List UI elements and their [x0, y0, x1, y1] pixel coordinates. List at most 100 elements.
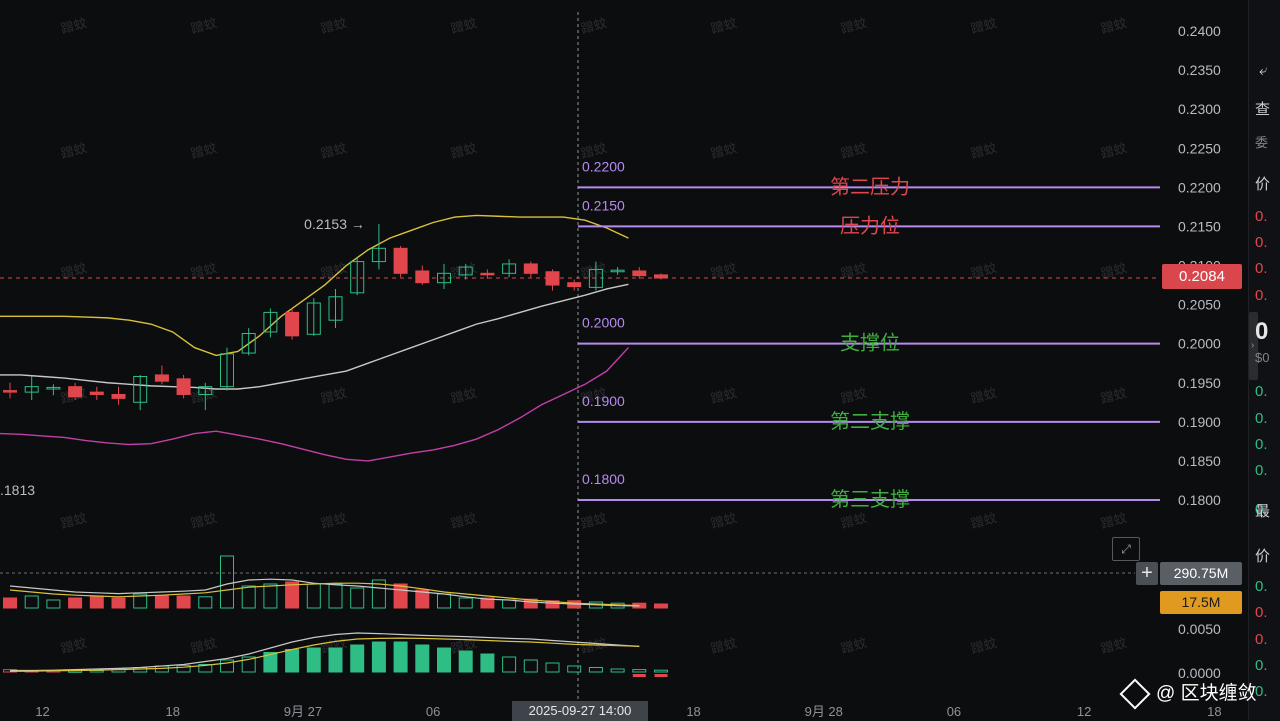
volume-bar-up	[24, 595, 39, 609]
volume-bar-up	[458, 597, 473, 609]
candle-up	[46, 386, 61, 390]
bollinger-lower-line	[0, 347, 629, 462]
panel-collapse-handle[interactable]: ›	[1249, 312, 1258, 380]
add-indicator-button[interactable]: +	[1136, 562, 1158, 585]
watermark-text: 蹭蚊	[1100, 16, 1129, 37]
macd-histogram-bar	[654, 674, 668, 677]
time-axis-label: 06	[947, 704, 961, 719]
watermark-text: 蹭蚊	[970, 511, 999, 532]
candle-up	[133, 375, 148, 403]
panel-value: 0.	[1255, 208, 1268, 225]
candle-up	[610, 269, 625, 273]
crosshair-time-label: 2025-09-27 14:00	[512, 701, 648, 721]
volume-bar-down	[545, 600, 560, 609]
time-axis-label: 18	[686, 704, 700, 719]
candle-down	[480, 272, 495, 276]
macd-histogram-bar	[285, 649, 300, 673]
level-annotation: 压力位	[840, 214, 900, 237]
panel-label: 价	[1255, 176, 1271, 193]
right-panel: › ⤶ 查 委 价 0. 0. 0. 0. 0 $0 0. 0. 0. 0. 0…	[1248, 0, 1280, 720]
macd-histogram-bar	[241, 656, 256, 673]
volume-bar-up	[133, 593, 148, 609]
candle-up	[458, 266, 473, 276]
price-axis-label: 0.2200	[1178, 179, 1221, 195]
watermark-text: 蹭蚊	[450, 511, 479, 532]
volume-bar-up	[241, 585, 256, 609]
watermark-text: 蹭蚊	[710, 141, 739, 162]
level-annotation: 第二压力	[830, 175, 910, 198]
price-axis-label: 0.2000	[1178, 336, 1221, 352]
watermark-text: 蹭蚊	[450, 261, 479, 282]
watermark-text: 蹭蚊	[1100, 386, 1129, 407]
current-price-tag: 0.2084	[1162, 264, 1242, 289]
price-axis-label: 0.2300	[1178, 101, 1221, 117]
panel-big-price: 0	[1255, 318, 1269, 345]
macd-histogram-bar	[610, 668, 625, 673]
price-axis-label: 0.1800	[1178, 492, 1221, 508]
volume-bar-up	[198, 596, 213, 609]
macd-histogram-bar	[415, 644, 430, 673]
watermark-text: 蹭蚊	[190, 141, 219, 162]
watermark-text: 蹭蚊	[840, 511, 869, 532]
watermark-text: 蹭蚊	[450, 16, 479, 37]
watermark-text: 蹭蚊	[190, 636, 219, 657]
macd-histogram-bar	[393, 641, 408, 673]
watermark-text: 蹭蚊	[60, 636, 89, 657]
macd-histogram-bar	[632, 674, 646, 677]
watermark-text: 蹭蚊	[60, 141, 89, 162]
watermark-text: 蹭蚊	[970, 141, 999, 162]
panel-label: 委	[1255, 135, 1269, 150]
volume-bar-down	[111, 597, 126, 609]
macd-histogram-bar	[176, 664, 191, 673]
watermark-text: 蹭蚊	[320, 386, 349, 407]
panel-value: 0.	[1255, 436, 1268, 453]
candle-down	[654, 274, 668, 279]
time-axis-label: 12	[1077, 704, 1091, 719]
macd-histogram-bar	[567, 665, 582, 673]
watermark-text: 蹭蚊	[60, 261, 89, 282]
panel-value: 0.	[1255, 683, 1268, 700]
watermark-text: 蹭蚊	[60, 16, 89, 37]
binance-logo-icon	[1119, 678, 1151, 710]
volume-bar-down	[393, 583, 408, 609]
candle-down	[567, 282, 582, 288]
watermark-text: 蹭蚊	[320, 16, 349, 37]
panel-usd-value: $0	[1255, 350, 1270, 365]
candle-down	[523, 263, 538, 274]
candle-up	[241, 333, 256, 354]
watermark-text: 蹭蚊	[840, 261, 869, 282]
level-value-label: 0.2200	[582, 158, 625, 174]
watermark-text: 蹭蚊	[60, 511, 89, 532]
candle-up	[198, 386, 213, 395]
volume-bar-up	[350, 587, 365, 609]
macd-histogram-bar	[654, 669, 668, 673]
bollinger-middle-line	[0, 283, 629, 390]
watermark-text: 蹭蚊	[1100, 511, 1129, 532]
indicator-axis-label: 0.0000	[1178, 665, 1221, 681]
candle-down	[285, 311, 300, 337]
panel-value: 0.	[1255, 578, 1268, 595]
fullscreen-icon[interactable]: ⤢	[1112, 537, 1140, 561]
panel-label: 价	[1255, 548, 1271, 565]
macd-histogram-bar	[220, 659, 234, 673]
volume-bar-up	[328, 583, 343, 609]
macd-histogram-bar	[263, 652, 278, 673]
watermark-text: 蹭蚊	[710, 636, 739, 657]
expand-icon[interactable]: ⤶	[1259, 62, 1268, 79]
panel-value: 0.	[1255, 462, 1268, 479]
macd-histogram-bar	[371, 641, 386, 673]
volume-bar-down	[3, 597, 17, 609]
watermark-text: 蹭蚊	[1100, 141, 1129, 162]
candle-down	[89, 391, 104, 395]
volume-bar-down	[523, 598, 538, 609]
candle-down	[545, 271, 560, 286]
low-price-label: .1813	[0, 482, 35, 498]
volume-bar-down	[480, 597, 495, 609]
level-value-label: 0.1900	[582, 393, 625, 409]
volume-bar-down	[654, 603, 668, 609]
high-price-label: 0.2153 →	[304, 216, 365, 232]
watermark-text: 蹭蚊	[580, 511, 609, 532]
candle-down	[393, 247, 408, 274]
volume-ma-label: 17.5M	[1160, 591, 1242, 614]
